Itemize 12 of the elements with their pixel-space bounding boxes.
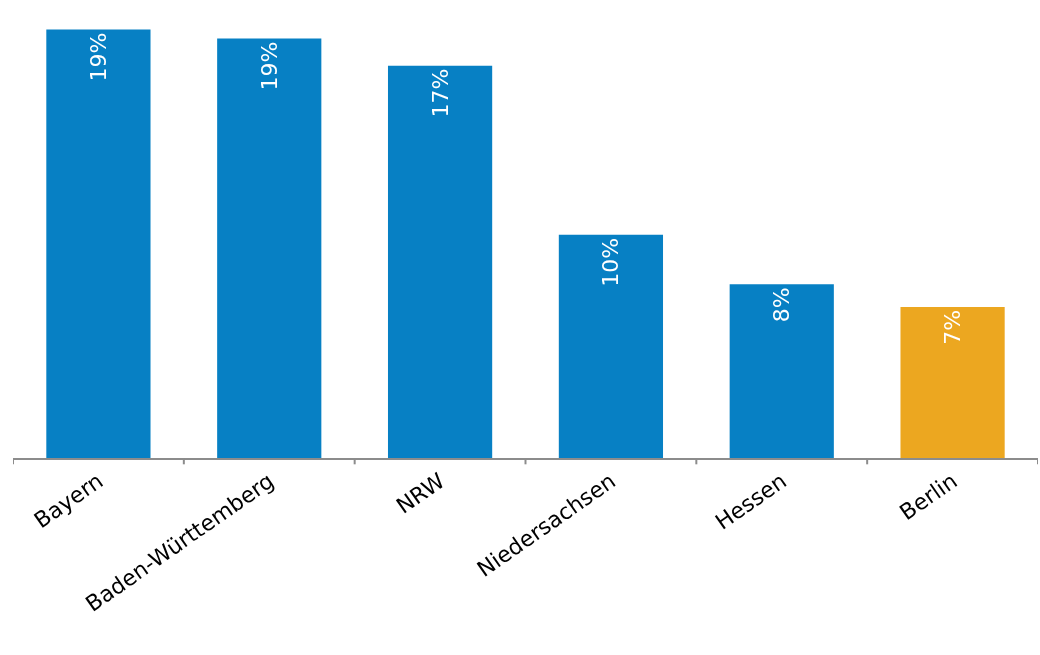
bar [46, 29, 151, 458]
bar [900, 306, 1005, 458]
data-label: 10% [598, 237, 624, 287]
data-label: 19% [85, 32, 111, 82]
bar [217, 38, 322, 458]
data-label: 8% [769, 287, 795, 323]
bar [558, 234, 664, 458]
data-label: 17% [427, 68, 453, 118]
data-label: 7% [940, 309, 966, 345]
data-label: 19% [256, 41, 282, 91]
bar [729, 284, 834, 458]
bar [387, 65, 493, 458]
